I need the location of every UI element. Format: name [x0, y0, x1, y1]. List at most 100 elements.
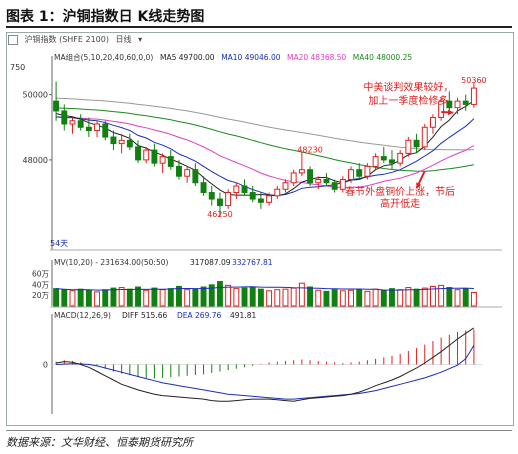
volume-bar: [85, 289, 92, 307]
candle-body: [225, 192, 232, 207]
candle-body: [331, 182, 338, 190]
period-label[interactable]: 日线: [115, 35, 132, 44]
candle-body: [118, 139, 125, 145]
candle-body: [53, 100, 60, 112]
volume-bar: [208, 284, 215, 307]
volume-bar: [413, 288, 420, 307]
volume-bar: [151, 287, 158, 307]
candle-body: [94, 123, 101, 132]
volume-bar: [184, 289, 191, 307]
data-source: 数据来源：文华财经、恒泰期货研究所: [6, 430, 512, 450]
figure-title-text: 图表 1：沪铜指数日 K线走势图: [6, 9, 205, 25]
volume-bar: [397, 289, 404, 307]
volume-bar: [200, 286, 207, 307]
candle-body: [184, 169, 191, 177]
candle-body: [364, 165, 371, 177]
candle-body: [216, 198, 223, 207]
period-dropdown-icon[interactable]: ▾: [138, 35, 143, 44]
price-legend: MA组合(5,10,20,40,60,0,0): [54, 52, 153, 62]
volume-tick-label: 60万: [32, 269, 50, 278]
price-annotation: 中美谈判效果较好，: [363, 81, 453, 94]
macd-dea-line: [56, 345, 475, 400]
macd-value-legend: 491.81: [230, 311, 256, 320]
ma20-line: [56, 116, 475, 188]
volume-bar: [257, 288, 264, 307]
candle-body: [126, 139, 133, 148]
price-annotation: 加上一季度检修多: [368, 94, 448, 107]
candle-body: [348, 169, 354, 180]
candle-body: [266, 195, 273, 203]
candle-body: [470, 87, 477, 105]
volume-bar: [225, 284, 232, 307]
volume-bar: [389, 288, 395, 307]
volume-legend: MV(10,20) - 231634.00(50:50): [54, 258, 168, 267]
price-annotation: 50360: [461, 76, 486, 85]
volume-bar: [274, 289, 281, 307]
volume-bar: [446, 287, 453, 307]
candle-body: [102, 123, 109, 138]
volume-bar: [470, 291, 477, 307]
candle-body: [421, 126, 428, 148]
macd-diff-legend: DIFF 515.66: [122, 311, 167, 320]
volume-tick-label: 40万: [32, 280, 50, 289]
price-pane: 48000 50000 750 54天 MA组合(5,10,20,40,60,0,0) M…: [10, 52, 502, 251]
price-annotation: 高开低走: [380, 197, 420, 210]
ma40-line: [56, 107, 474, 172]
volume-bar: [102, 289, 109, 307]
expand-icon[interactable]: [8, 34, 18, 45]
volume-ma-line: [56, 286, 474, 291]
candle-body: [176, 165, 182, 177]
candle-body: [233, 185, 240, 194]
volume-bar: [167, 288, 174, 307]
candle-body: [413, 139, 420, 148]
ma60-line: [56, 97, 474, 151]
volume-bar: [53, 288, 60, 307]
ma10-line: [56, 116, 475, 197]
ma-legend-item: MA10 49046.00: [221, 53, 281, 62]
ma-legend-item: MA5 49700.00: [160, 53, 215, 62]
candle-body: [135, 146, 141, 161]
annotation-arrow-bottom-head: [416, 182, 422, 189]
macd-tick-label: 0: [43, 360, 48, 369]
price-annotation: 48230: [297, 145, 322, 154]
volume-bar: [331, 289, 338, 307]
price-annotation: 46250: [207, 210, 232, 219]
volume-bar: [241, 287, 248, 307]
volume-legend-extra: 317087.09: [190, 258, 231, 267]
candle-body: [61, 110, 68, 125]
candle-body: [85, 126, 92, 132]
figure-title: 图表 1：沪铜指数日 K线走势图: [6, 6, 512, 28]
candle-body: [241, 185, 248, 194]
volume-bar: [307, 286, 314, 307]
candle-body: [208, 192, 215, 200]
candle-body: [110, 136, 117, 145]
candle-body: [69, 120, 76, 125]
volume-pane: MV(10,20) - 231634.00(50:50) 317087.09 332…: [32, 258, 502, 308]
volume-bar: [298, 282, 305, 307]
volume-bar: [462, 288, 469, 307]
volume-bar: [405, 287, 412, 307]
ticker-label: 沪铜指数 (SHFE 2100): [24, 35, 109, 44]
volume-bar: [159, 289, 166, 307]
candle-body: [200, 182, 207, 194]
macd-diff-line: [56, 327, 475, 402]
volume-legend-extra: 332767.81: [232, 258, 273, 267]
candle-body: [389, 159, 395, 164]
macd-legend: MACD(12,26,9): [54, 311, 111, 320]
candle-body: [446, 100, 453, 109]
candle-body: [159, 156, 166, 164]
volume-bar: [94, 291, 101, 307]
chart-toolbar: 沪铜指数 (SHFE 2100) 日线 ▾: [8, 34, 146, 48]
candle-body: [274, 188, 281, 197]
candle-body: [307, 169, 314, 184]
macd-dea-legend: DEA 269.76: [177, 311, 221, 320]
volume-bar: [118, 287, 125, 307]
volume-bar: [323, 290, 330, 307]
volume-tick-label: 20万: [32, 291, 50, 300]
volume-bar: [356, 289, 363, 307]
volume-bar: [372, 288, 379, 307]
candle-body: [462, 100, 469, 105]
volume-bar: [380, 289, 387, 307]
volume-bar: [176, 285, 182, 307]
